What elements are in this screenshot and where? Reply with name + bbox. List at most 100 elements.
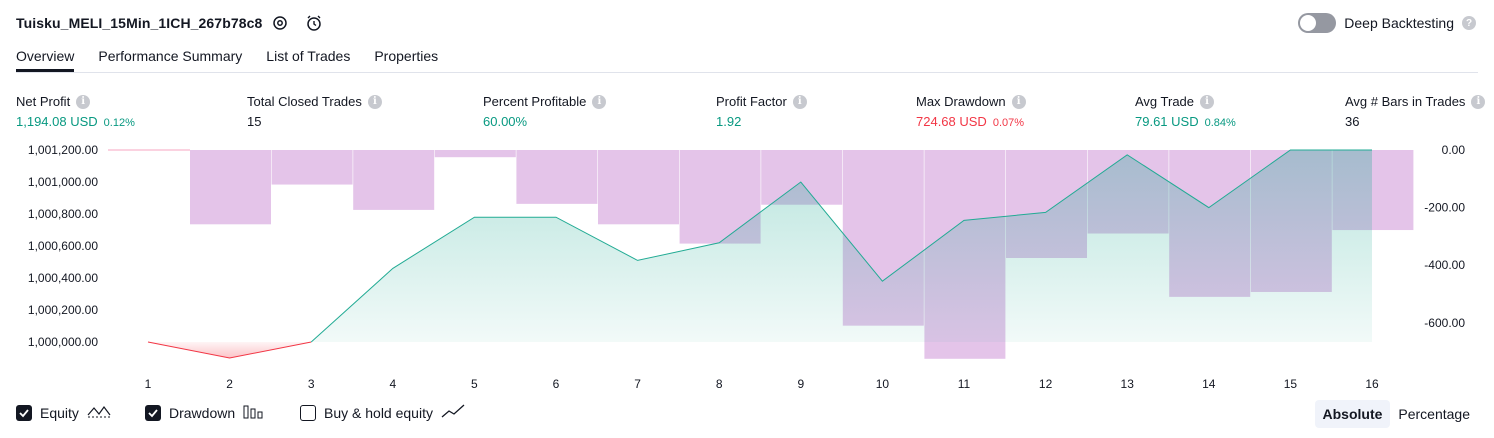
equity-line: [310, 149, 1372, 343]
alarm-clock-icon[interactable]: [305, 14, 323, 32]
equity-line-icon: [87, 403, 111, 422]
left-tick-label: 1,001,000.00: [28, 175, 98, 189]
metric-percent-profitable: Percent Profitable i 60.00%: [483, 94, 607, 129]
x-tick-label: 9: [797, 377, 804, 391]
deep-backtesting-label: Deep Backtesting: [1344, 15, 1454, 31]
metric-avg-bars: Avg # Bars in Trades i 36: [1345, 94, 1486, 129]
x-axis-ticks: 1 2 3 4 5 6 7 8 9 10 11 12 13 14 15 16: [145, 377, 1379, 391]
metric-max-drawdown: Max Drawdown i 724.68 USD 0.07%: [916, 94, 1026, 129]
metric-percent: 0.07%: [992, 117, 1025, 129]
left-tick-label: 1,000,600.00: [28, 239, 98, 253]
legend-buy-hold[interactable]: Buy & hold equity: [300, 403, 465, 422]
tab-divider: [16, 72, 1478, 73]
x-tick-label: 7: [634, 377, 641, 391]
metric-label: Max Drawdown: [916, 94, 1006, 109]
x-tick-label: 13: [1121, 377, 1135, 391]
metric-percent: 0.12%: [103, 117, 135, 129]
drawdown-bar: [190, 150, 271, 225]
metric-value: 36: [1345, 114, 1360, 129]
help-icon[interactable]: ?: [1462, 16, 1476, 30]
metric-label: Avg Trade: [1135, 94, 1195, 109]
left-tick-label: 1,000,000.00: [28, 335, 98, 349]
tab-bar: Overview Performance Summary List of Tra…: [16, 48, 438, 72]
info-icon[interactable]: i: [1471, 94, 1486, 109]
drawdown-bar: [434, 150, 516, 158]
metric-percent: 0.84%: [1204, 117, 1236, 129]
view-mode-toggle: Absolute Percentage: [1314, 400, 1479, 428]
equity-negative-fill: [148, 342, 312, 358]
x-tick-label: 2: [226, 377, 233, 391]
equity-area: [147, 149, 1373, 359]
strategy-title: Tuisku_MELI_15Min_1ICH_267b78c8: [16, 15, 263, 31]
x-tick-label: 15: [1284, 377, 1298, 391]
left-tick-label: 1,000,400.00: [28, 271, 98, 285]
x-tick-label: 3: [308, 377, 315, 391]
drawdown-bar: [516, 150, 598, 204]
right-tick-label: -400.00: [1424, 258, 1465, 272]
equity-area-fill: [311, 150, 1373, 342]
x-tick-label: 4: [389, 377, 396, 391]
info-icon[interactable]: i: [792, 94, 807, 109]
bar-chart-icon: [243, 403, 263, 422]
deep-backtesting-toggle[interactable]: [1298, 13, 1337, 33]
x-tick-label: 5: [471, 377, 478, 391]
metric-total-closed-trades: Total Closed Trades i 15: [247, 94, 382, 129]
x-tick-label: 12: [1039, 377, 1053, 391]
metric-net-profit: Net Profit i 1,194.08 USD 0.12%: [16, 94, 135, 129]
tab-performance-summary[interactable]: Performance Summary: [98, 48, 243, 64]
info-icon[interactable]: i: [592, 94, 607, 109]
info-icon[interactable]: i: [76, 94, 91, 109]
x-tick-label: 16: [1365, 377, 1379, 391]
right-tick-label: -600.00: [1424, 316, 1465, 330]
metric-value: 724.68 USD: [916, 114, 987, 129]
left-axis-ticks: 1,001,200.00 1,001,000.00 1,000,800.00 1,00…: [28, 143, 98, 349]
trend-line-icon: [441, 403, 465, 422]
metric-value: 60.00%: [483, 114, 528, 129]
drawdown-bar: [598, 150, 679, 225]
tab-overview[interactable]: Overview: [16, 48, 75, 72]
deep-backtesting-control: Deep Backtesting ?: [1298, 13, 1476, 33]
absolute-button[interactable]: Absolute: [1314, 400, 1391, 428]
drawdown-label: Drawdown: [169, 404, 236, 421]
settings-icon[interactable]: [271, 14, 289, 32]
x-tick-label: 11: [958, 377, 971, 391]
buy-hold-checkbox[interactable]: [300, 404, 316, 421]
buy-hold-label: Buy & hold equity: [324, 404, 433, 421]
metric-value: 15: [247, 114, 262, 129]
tab-properties[interactable]: Properties: [374, 48, 439, 64]
metric-label: Avg # Bars in Trades: [1345, 94, 1466, 109]
legend-equity[interactable]: Equity: [16, 403, 111, 422]
info-icon[interactable]: i: [1011, 94, 1026, 109]
metric-value: 79.61 USD: [1135, 114, 1199, 129]
tab-list-of-trades[interactable]: List of Trades: [266, 48, 351, 64]
right-tick-label: -200.00: [1424, 201, 1465, 215]
info-icon[interactable]: i: [367, 94, 382, 109]
metric-label: Net Profit: [16, 94, 71, 109]
drawdown-checkbox[interactable]: [145, 404, 161, 421]
equity-drawdown-chart: 1,001,200.00 1,001,000.00 1,000,800.00 1,00…: [28, 143, 1465, 391]
equity-line-negative: [147, 341, 312, 359]
metric-value: 1.92: [716, 114, 742, 129]
x-tick-label: 1: [145, 377, 152, 391]
metric-value: 1,194.08 USD: [16, 114, 98, 129]
metric-label: Total Closed Trades: [247, 94, 362, 109]
legend-drawdown[interactable]: Drawdown: [145, 403, 263, 422]
metric-label: Percent Profitable: [483, 94, 587, 109]
right-tick-label: 0.00: [1442, 143, 1466, 157]
right-axis-ticks: 0.00 -200.00 -400.00 -600.00: [1424, 143, 1465, 330]
x-tick-label: 14: [1202, 377, 1216, 391]
x-tick-label: 8: [716, 377, 723, 391]
x-tick-label: 10: [876, 377, 890, 391]
left-tick-label: 1,000,800.00: [28, 207, 98, 221]
drawdown-bar: [353, 150, 435, 210]
x-tick-label: 6: [553, 377, 560, 391]
info-icon[interactable]: i: [1200, 94, 1215, 109]
drawdown-bar: [271, 150, 353, 185]
equity-label: Equity: [40, 404, 79, 421]
metric-profit-factor: Profit Factor i 1.92: [716, 94, 807, 129]
percentage-button[interactable]: Percentage: [1398, 406, 1470, 422]
metric-label: Profit Factor: [716, 94, 787, 109]
equity-checkbox[interactable]: [16, 404, 32, 421]
left-tick-label: 1,001,200.00: [28, 143, 98, 157]
metric-avg-trade: Avg Trade i 79.61 USD 0.84%: [1135, 94, 1236, 129]
